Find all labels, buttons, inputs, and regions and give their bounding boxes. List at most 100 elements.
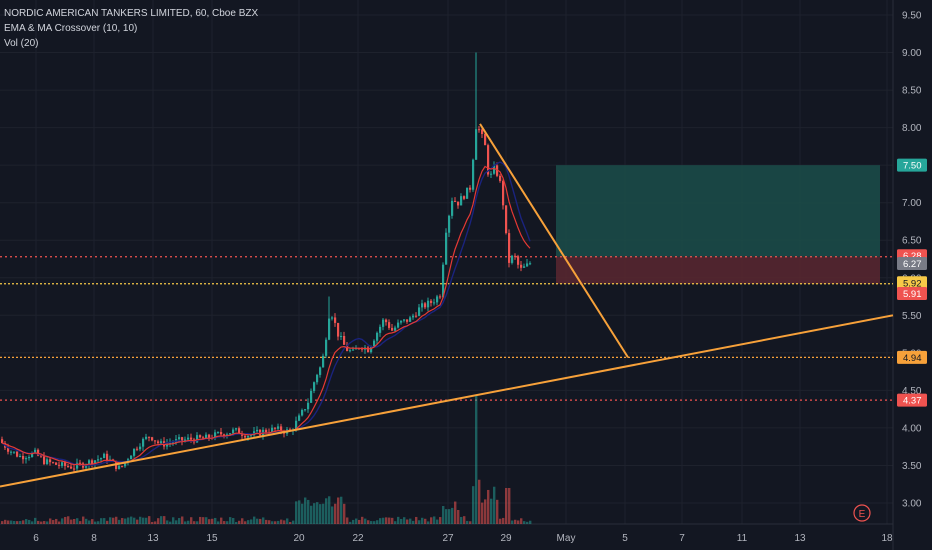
candles [1, 52, 532, 473]
earnings-circle [853, 504, 871, 522]
candle-body [433, 302, 436, 304]
candle-body [97, 459, 100, 461]
candle-body [514, 255, 517, 257]
candle-body [493, 165, 496, 174]
candle-body [529, 263, 532, 265]
candle-body [151, 437, 154, 441]
time-tick-label: May [557, 533, 576, 544]
candle-body [439, 296, 442, 298]
candle-body [304, 409, 307, 411]
candle-body [394, 327, 397, 331]
volume-bar [31, 521, 34, 524]
volume-bar [490, 498, 493, 524]
price-label-box [897, 158, 927, 172]
volume-bar [373, 521, 376, 524]
volume-bar [298, 500, 301, 524]
candle-body [352, 349, 355, 351]
price-tick-label: 3.50 [902, 461, 922, 472]
time-tick-label: 13 [147, 533, 159, 544]
volume-bar [238, 520, 241, 524]
volume-bar [202, 517, 205, 524]
candle-body [454, 200, 457, 202]
candle-body [130, 455, 133, 460]
candle-body [427, 300, 430, 308]
volume-bar [136, 519, 139, 524]
candle-body [13, 451, 16, 453]
candle-body [517, 256, 520, 265]
symbol-title[interactable]: NORDIC AMERICAN TANKERS LIMITED, 60, Cbo… [4, 8, 259, 19]
candle-body [46, 459, 49, 465]
candle-body [85, 465, 88, 468]
volume-bar [43, 521, 46, 524]
candle-body [379, 326, 382, 333]
candle-body [208, 434, 211, 439]
volume-bar [496, 499, 499, 524]
volume-bar [394, 521, 397, 524]
volume-bar [34, 517, 37, 524]
candle-body [55, 462, 58, 465]
price-tick-label: 7.00 [902, 198, 922, 209]
candle-body [499, 175, 502, 181]
candle-body [463, 196, 466, 199]
candle-body [343, 335, 346, 345]
candle-body [184, 439, 187, 441]
volume-bar [493, 486, 496, 524]
candle-body [334, 317, 337, 323]
candle-body [94, 460, 97, 465]
candle-body [370, 346, 373, 353]
candle-body [154, 440, 157, 442]
candle-body [484, 134, 487, 146]
volume-bar [487, 489, 490, 524]
volume-bar [130, 516, 133, 524]
candle-body [400, 320, 403, 323]
volume-bar [328, 496, 331, 524]
candle-body [259, 429, 262, 436]
candle-body [202, 437, 205, 439]
volume-bar [277, 520, 280, 524]
price-label-text: 7.50 [903, 161, 922, 172]
candle-body [61, 462, 64, 466]
candle-body [274, 427, 277, 429]
profit-zone [556, 165, 880, 257]
volume-bar [169, 521, 172, 524]
indicator-ema-ma[interactable]: EMA & MA Crossover (10, 10) [4, 23, 138, 34]
candle-body [472, 159, 475, 190]
candle-body [133, 448, 136, 456]
volume-bar [187, 520, 190, 524]
earnings-label: E [859, 509, 866, 520]
volume-bar [97, 521, 100, 524]
candle-body [136, 448, 139, 450]
time-tick-label: 22 [352, 533, 364, 544]
volume-bar [115, 516, 118, 524]
candle-body [469, 187, 472, 190]
volume-bar [106, 520, 109, 524]
volume-bar [7, 520, 10, 524]
volume-bar [304, 497, 307, 524]
time-tick-label: 27 [442, 533, 454, 544]
volume-bar [466, 520, 469, 524]
volume-bar [292, 520, 295, 524]
volume-bar [523, 521, 526, 524]
volume-bar [439, 517, 442, 524]
price-tick-label: 9.00 [902, 48, 922, 59]
volume-bar [325, 498, 328, 524]
price-label-text: 6.28 [903, 251, 922, 262]
volume-bar [223, 521, 226, 524]
candle-body [73, 468, 76, 470]
volume-bar [349, 521, 352, 524]
volume-bar [442, 505, 445, 524]
time-tick-label: 7 [679, 533, 685, 544]
price-tick-label: 4.00 [902, 423, 922, 434]
volume-bar [214, 517, 217, 524]
volume-bar [160, 516, 163, 524]
candle-body [337, 322, 340, 337]
candle-body [229, 433, 232, 435]
volume-bar [247, 520, 250, 524]
candle-body [520, 264, 523, 268]
volume-bar [370, 521, 373, 524]
volume-bar [520, 518, 523, 524]
indicator-volume[interactable]: Vol (20) [4, 38, 39, 49]
candle-body [322, 355, 325, 368]
volume-bar [355, 518, 358, 524]
